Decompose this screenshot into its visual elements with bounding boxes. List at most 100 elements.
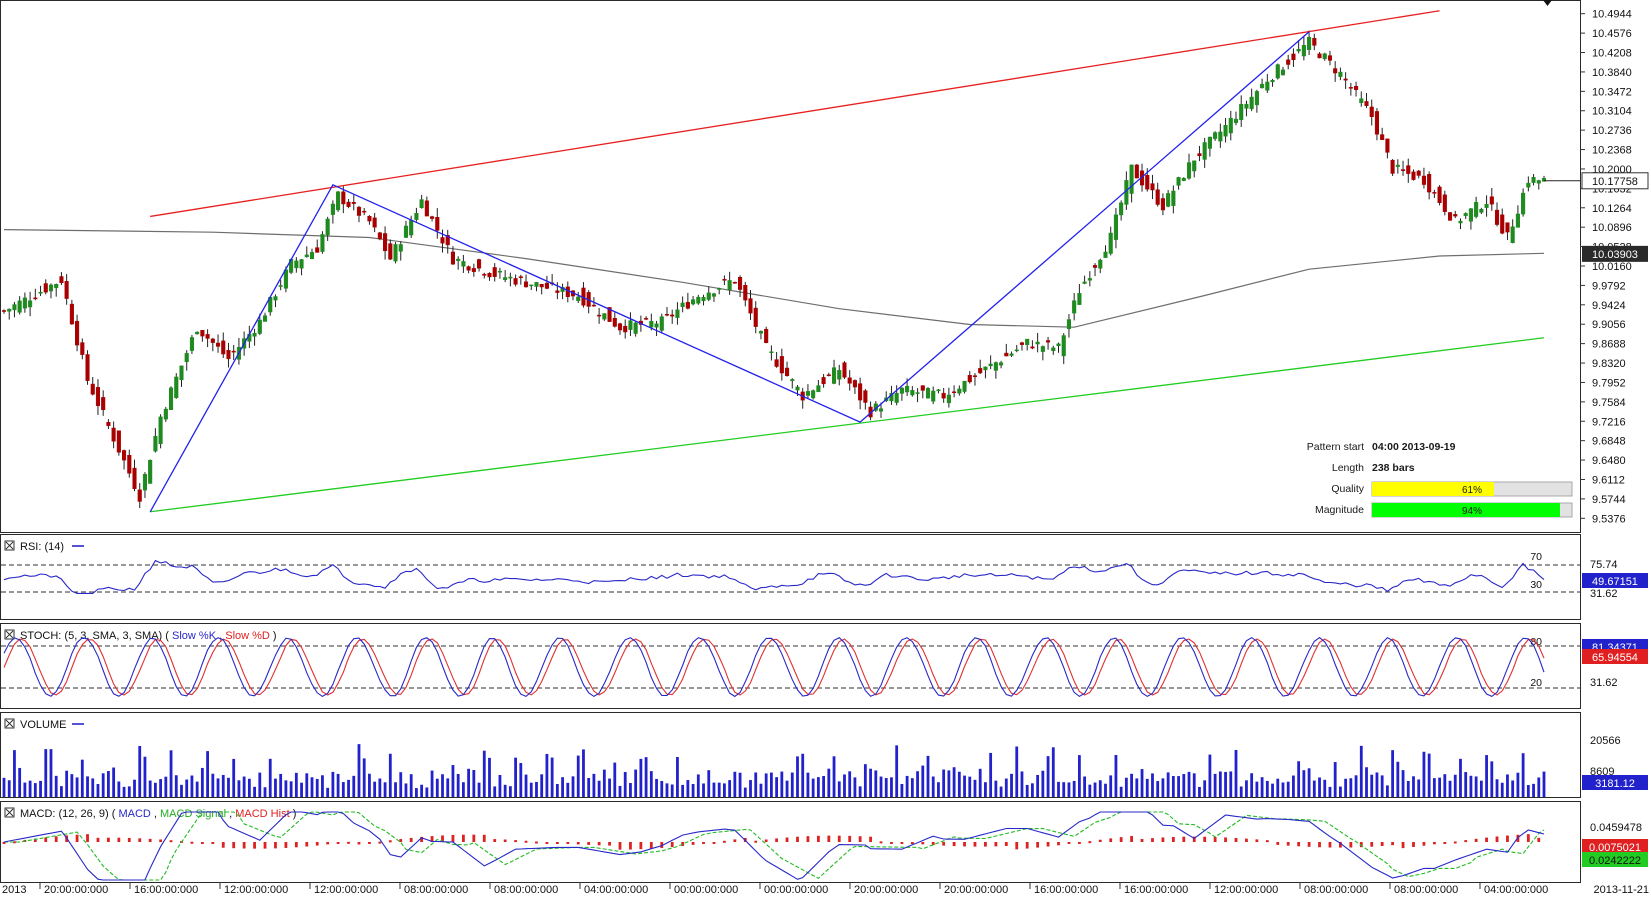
volume-bar: [415, 788, 418, 797]
candle-body: [132, 467, 137, 489]
candle-body: [1265, 81, 1270, 91]
stoch-panel-frame: [0, 623, 1581, 709]
volume-bar: [331, 771, 335, 797]
candle-body: [28, 300, 33, 308]
candle-body: [1181, 177, 1186, 181]
volume-bar: [326, 787, 330, 797]
stoch-d-value-box: [1582, 649, 1648, 664]
volume-bar: [409, 774, 413, 797]
candle-body: [336, 191, 341, 211]
macd-hist-bar: [963, 842, 966, 847]
macd-hist-bar: [712, 842, 716, 844]
volume-bar: [910, 778, 914, 797]
macd-hist-bar: [514, 840, 517, 843]
candle-body: [466, 266, 471, 271]
price-tick-label: 9.7584: [1592, 397, 1626, 409]
macd-hist-bar: [1130, 835, 1133, 842]
candle-body: [111, 427, 116, 442]
candle-body: [403, 225, 409, 238]
candle-body: [654, 323, 659, 328]
volume-bar: [1260, 777, 1264, 797]
candle-body: [1531, 177, 1536, 183]
volume-bar: [1218, 771, 1222, 797]
rsi-close-icon[interactable]: [4, 540, 15, 551]
macd-hist-bar: [33, 838, 37, 842]
rsi-value-box: [1582, 573, 1648, 588]
candle-body: [1119, 202, 1124, 216]
candle-body: [649, 320, 654, 328]
volume-panel: VOLUME 20566 8609 3181.12: [2, 718, 1648, 797]
volume-bar: [1312, 780, 1316, 797]
candle-body: [696, 296, 701, 304]
volume-bar: [649, 771, 653, 797]
candle-body: [523, 281, 529, 288]
macd-hist-bar: [1526, 834, 1530, 842]
volume-bar: [957, 771, 961, 797]
macd-hist-legend: MACD Hist: [235, 808, 289, 820]
pattern-lines: [149, 10, 1545, 513]
volume-bar: [435, 778, 439, 797]
macd-hist-bar: [931, 842, 935, 846]
volume-bar: [148, 780, 152, 797]
candle-body: [80, 342, 85, 355]
volume-bar: [498, 774, 502, 797]
stoch-close-icon[interactable]: [4, 629, 15, 640]
candle-body: [1526, 182, 1531, 188]
macd-close-icon[interactable]: [4, 807, 15, 818]
candlesticks: [1, 30, 1547, 509]
candle-body: [1421, 175, 1426, 185]
macd-hist-bar: [1067, 842, 1071, 844]
candle-body: [722, 279, 727, 281]
rsi-title: RSI: (14): [20, 541, 64, 553]
macd-hist-bar: [127, 837, 131, 842]
macd-hist-bar: [1140, 838, 1144, 842]
candle-body: [435, 216, 440, 231]
volume-bar: [1485, 755, 1488, 797]
volume-bar: [1025, 784, 1029, 797]
volume-bar: [1297, 761, 1301, 797]
volume-bar: [843, 774, 846, 797]
stoch-k-polyline: [3, 636, 1545, 698]
candle-body: [774, 359, 779, 367]
volume-bar: [963, 775, 966, 797]
candle-body: [1171, 190, 1176, 206]
volume-bar: [237, 780, 241, 797]
candle-body: [685, 302, 690, 309]
candle-body: [1223, 125, 1228, 137]
volume-bar: [999, 786, 1003, 797]
volume-bar: [347, 779, 350, 797]
volume-bar: [1224, 771, 1227, 797]
volume-close-icon[interactable]: [4, 718, 15, 729]
macd-hist-bar: [399, 839, 403, 842]
candle-body: [17, 300, 22, 313]
candle-body: [644, 318, 649, 320]
volume-bar: [733, 771, 737, 797]
volume-bar: [811, 778, 815, 797]
macd-hist-bar: [96, 837, 100, 842]
volume-bar: [467, 768, 471, 797]
volume-bar: [357, 744, 361, 797]
candle-body: [1019, 342, 1025, 345]
volume-bar: [1516, 772, 1520, 797]
candle-body: [1030, 346, 1035, 349]
candle-body: [1317, 53, 1322, 59]
macd-hist-bar: [900, 842, 904, 844]
scroll-marker-icon[interactable]: [1543, 0, 1552, 6]
volume-bar: [242, 776, 246, 797]
candle-body: [1009, 353, 1014, 356]
volume-bar: [1187, 771, 1191, 797]
volume-bar: [1464, 772, 1468, 797]
volume-bar: [1365, 767, 1368, 797]
price-tick-label: 10.0160: [1592, 261, 1632, 273]
candle-body: [1453, 214, 1458, 217]
candle-body: [1416, 170, 1421, 176]
volume-bar: [681, 784, 685, 797]
volume-bar: [597, 780, 601, 797]
volume-bar: [639, 758, 643, 797]
candle-body: [837, 370, 842, 380]
volume-bar: [294, 772, 298, 797]
price-tick-label: 9.9424: [1592, 300, 1626, 312]
moving-average-line: [3, 229, 1545, 328]
candle-body: [623, 325, 628, 333]
volume-bar: [644, 757, 648, 797]
